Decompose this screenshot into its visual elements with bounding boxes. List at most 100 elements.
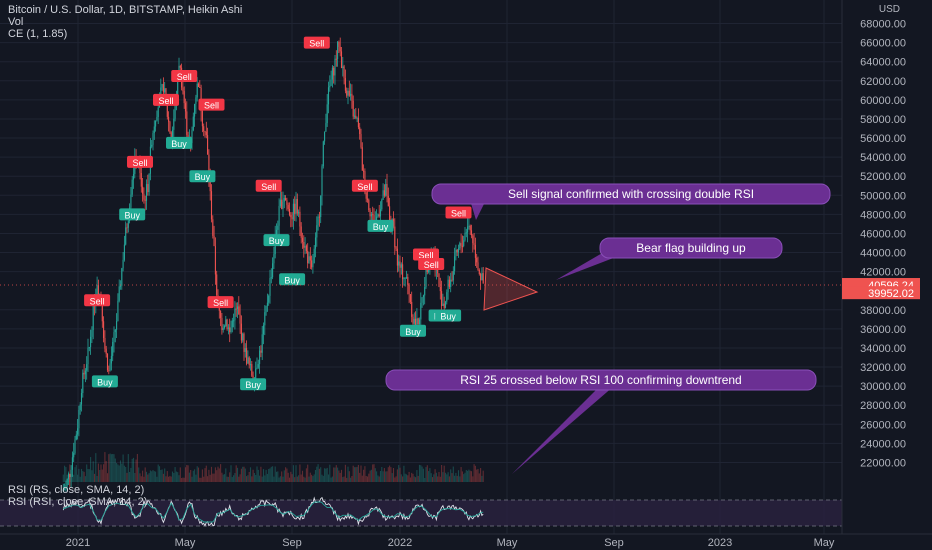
price-tick-label: 34000.00 [860,343,906,355]
callout-rsi-cross-pointer [512,386,614,474]
buy-tag [91,375,118,388]
candle-body [348,90,350,96]
candle-body [455,249,457,257]
volume-bar [326,467,328,482]
candle-body [314,237,317,249]
candle-body [195,97,197,104]
volume-bar [442,472,444,482]
candle-body [84,370,86,375]
volume-bar [110,454,112,482]
price-tick-label: 60000.00 [860,95,906,107]
volume-bar [106,473,109,482]
volume-bar [188,472,190,482]
volume-bar [230,465,232,482]
volume-bar [273,476,275,482]
sell-tag [445,206,472,219]
candle-body [183,91,185,104]
candle-body [82,372,84,394]
candle-body [363,170,365,172]
candle-body [125,227,127,245]
volume-bar [412,473,414,482]
candle-body [452,270,454,281]
candle-body [353,115,356,117]
candle-body [139,165,141,174]
candle-body [303,242,305,248]
candle-body [65,484,67,489]
volume-bar [62,474,64,482]
candle-body [389,206,391,221]
candle-body [420,302,422,320]
candle-body [344,78,346,91]
volume-bar [161,469,163,482]
candle-body [122,259,124,269]
volume-bar [234,473,236,482]
volume-bar [357,464,359,482]
candle-body [226,319,228,330]
price-tick-label: 24000.00 [860,438,906,450]
callout-rsi-cross [385,369,817,391]
volume-bar [330,477,332,482]
candle-body [337,41,339,59]
volume-bar [82,471,84,482]
candle-body [78,409,80,429]
volume-bar [476,469,478,482]
volume-bar [363,469,365,482]
candle-body [290,214,292,218]
buy-tag-label: Buy [124,210,140,220]
volume-bar [240,468,242,482]
volume-bar [157,464,159,482]
candle-body [287,204,289,209]
volume-bar [457,470,460,482]
candle-body [442,303,444,306]
volume-bar [407,475,409,482]
candle-body [199,86,201,88]
candle-body [164,88,166,93]
volume-bar [178,475,180,482]
candle-body [116,320,118,330]
callout-bear-flag-text: Bear flag building up [636,241,746,255]
volume-bar [346,477,348,482]
volume-bar [155,471,157,482]
volume-bar [194,469,196,482]
candle-body [412,316,414,324]
volume-bar [312,476,314,482]
candle-body [177,72,179,98]
volume-bar [127,454,129,482]
buy-tag [119,208,146,221]
volume-bar [329,464,331,482]
volume-bar [426,465,428,482]
candle-body [317,216,319,226]
candle-body [140,173,142,187]
candle-body [130,194,132,208]
volume-bar [158,466,161,482]
candle-body [377,214,379,217]
candle-body [399,261,401,268]
volume-bar [200,477,202,482]
volume-bar [212,473,214,482]
volume-bar [465,470,467,482]
time-tick-label: 2021 [66,537,90,549]
price-tick-label: 38000.00 [860,305,906,317]
volume-bar [79,476,81,482]
volume-bar [438,471,440,482]
volume-bar [409,477,411,482]
volume-bar [130,467,132,482]
volume-bar [88,469,90,482]
candle-body [110,355,112,364]
candle-body [444,301,447,308]
candle-body [468,225,470,227]
candle-body [396,248,398,266]
volume-bar [441,464,443,482]
callout-sell-signal-pointer [470,200,486,220]
volume-bar [168,476,170,482]
candle-body [378,214,380,217]
volume-bar [295,465,297,482]
volume-bar [420,465,422,482]
volume-bar [135,459,137,482]
volume-bar [399,467,401,482]
volume-bar [334,467,336,482]
time-tick-label: May [814,537,835,549]
volume-bar [390,467,392,482]
volume-bar [235,465,237,482]
